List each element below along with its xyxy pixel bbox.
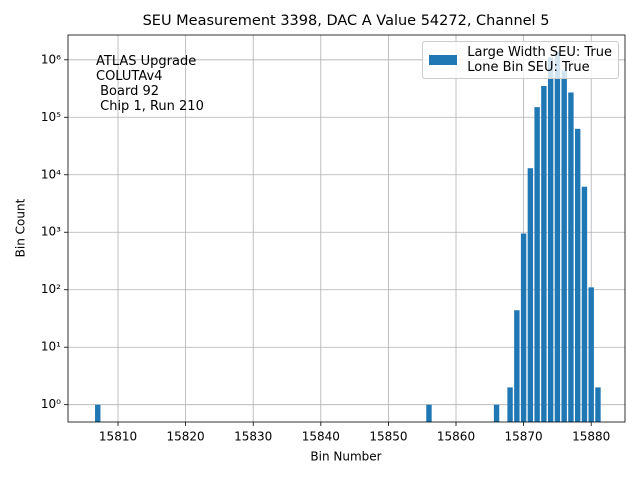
bar [514, 310, 520, 422]
x-tick-label: 15810 [99, 430, 137, 444]
chart-title: SEU Measurement 3398, DAC A Value 54272,… [143, 13, 550, 29]
y-tick-label: 10¹ [41, 340, 61, 354]
bar [554, 51, 561, 423]
x-tick-label: 15840 [302, 430, 340, 444]
y-tick-label: 10² [41, 282, 61, 296]
legend: Large Width SEU: True Lone Bin SEU: True [422, 41, 619, 79]
bar [595, 387, 601, 422]
bar [541, 86, 547, 422]
x-axis-label: Bin Number [310, 450, 381, 464]
bar [95, 404, 101, 422]
x-tick-label: 15820 [167, 430, 205, 444]
x-tick-label: 15860 [437, 430, 475, 444]
y-tick-label: 10⁵ [41, 110, 61, 124]
x-tick-label: 15830 [234, 430, 272, 444]
y-axis-label: Bin Count [14, 198, 28, 257]
bar [426, 404, 432, 422]
bar [520, 233, 527, 422]
axes-frame [67, 34, 626, 423]
x-tick-label: 15850 [369, 430, 407, 444]
bar [534, 107, 540, 422]
bar [507, 387, 513, 422]
x-tick-label: 15880 [572, 430, 610, 444]
y-tick-label: 10⁶ [41, 52, 61, 66]
bar [581, 186, 588, 422]
x-tick-label: 15870 [505, 430, 543, 444]
bar [493, 404, 500, 422]
bar [568, 92, 574, 422]
bar [527, 168, 534, 422]
legend-label: Large Width SEU: True Lone Bin SEU: True [467, 45, 612, 75]
y-tick-label: 10⁰ [41, 397, 61, 411]
bar [561, 70, 567, 423]
bar [547, 57, 554, 423]
y-tick-label: 10³ [41, 225, 61, 239]
y-tick-label: 10⁴ [41, 167, 61, 181]
legend-swatch [429, 55, 458, 65]
bar [588, 287, 594, 422]
annotation: ATLAS Upgrade COLUTAv4 Board 92 Chip 1, … [96, 54, 204, 114]
bar [574, 128, 581, 422]
